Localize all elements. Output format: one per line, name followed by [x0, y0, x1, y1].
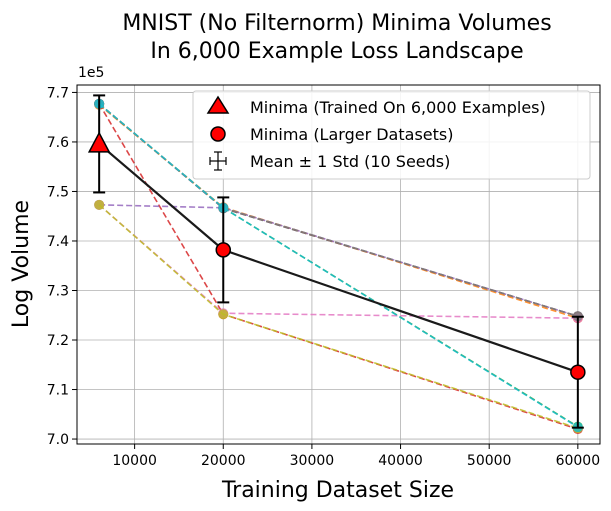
chart-title-line-1: MNIST (No Filternorm) Minima Volumes — [122, 11, 551, 36]
legend-box — [192, 90, 591, 180]
x-tick-label: 60000 — [556, 453, 601, 469]
seed-point — [218, 309, 229, 320]
legend: Minima (Trained On 6,000 Examples) Minim… — [192, 90, 591, 180]
x-tick-label: 20000 — [201, 453, 246, 469]
legend-label-trained: Minima (Trained On 6,000 Examples) — [250, 98, 546, 117]
seed-line — [98, 104, 579, 319]
legend-triangle-marker — [206, 95, 230, 114]
legend-circle-marker — [210, 126, 226, 142]
legend-label-mean: Mean ± 1 Std (10 Seeds) — [250, 152, 450, 171]
seed-line — [98, 204, 578, 320]
seed-line — [98, 103, 579, 318]
mean-marker-larger — [215, 242, 232, 258]
plot-frame — [76, 84, 601, 445]
x-tick-label: 40000 — [378, 453, 423, 469]
x-axis-label: Training Dataset Size — [221, 478, 454, 503]
y-tick-label: 7.5 — [47, 184, 69, 200]
legend-errorbar-marker — [209, 151, 227, 171]
x-tick-label: 30000 — [290, 453, 335, 469]
chart-title-line-2: In 6,000 Example Loss Landscape — [150, 39, 523, 64]
seed-line — [99, 204, 579, 318]
seed-lines — [94, 98, 583, 435]
mean-marker-trained — [87, 131, 111, 153]
legend-label-larger: Minima (Larger Datasets) — [250, 125, 453, 144]
y-tick-label: 7.6 — [47, 135, 69, 151]
mean-series — [87, 94, 586, 429]
y-tick-label: 7.2 — [47, 333, 69, 349]
seed-line — [98, 204, 579, 429]
y-offset-label: 1e5 — [78, 65, 104, 81]
mean-marker-larger — [570, 364, 586, 380]
y-tick-label: 7.1 — [47, 383, 69, 399]
seed-point — [94, 199, 105, 210]
y-tick-label: 7.0 — [47, 432, 69, 448]
y-axis-label: Log Volume — [9, 200, 34, 328]
x-tick-label: 10000 — [112, 453, 157, 469]
x-tick-label: 50000 — [467, 453, 512, 469]
y-tick-label: 7.4 — [47, 234, 69, 250]
y-tick-label: 7.3 — [47, 283, 69, 299]
axis-ticks: 10000 20000 30000 40000 50000 60000 7.0 7.1 7.2 7… — [47, 85, 600, 469]
y-tick-label: 7.7 — [47, 85, 69, 101]
